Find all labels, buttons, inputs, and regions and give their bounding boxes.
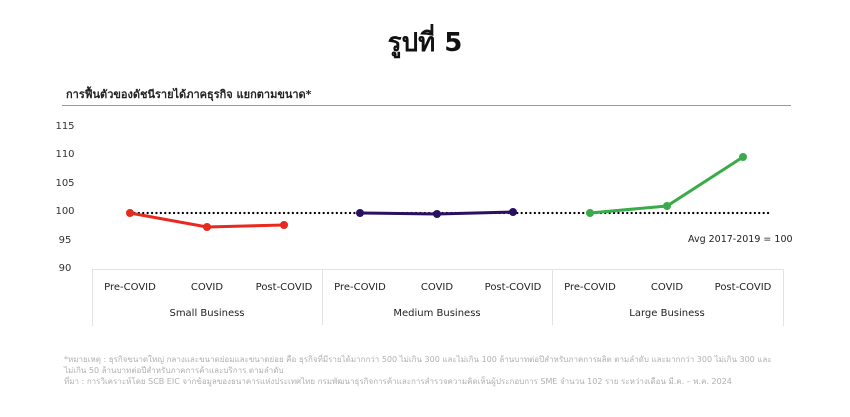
x-label-medium-covid: COVID: [420, 282, 454, 293]
x-label-medium-pre: Pre-COVID: [334, 282, 386, 293]
y-tick-95: 95: [58, 235, 72, 246]
y-tick-105: 105: [55, 178, 75, 189]
footnote-line-1: *หมายเหตุ : ธุรกิจขนาดใหญ่ กลางและขนาดย่…: [64, 355, 772, 364]
title-divider: [62, 105, 791, 106]
data-point: [509, 208, 517, 216]
x-label-small-post: Post-COVID: [255, 282, 313, 293]
series-small-business: [126, 209, 288, 231]
footnote-line-2: ไม่เกิน 50 ล้านบาทต่อปีสำหรับภาคการค้าแล…: [64, 366, 284, 375]
series-medium-business: [356, 208, 517, 218]
source-line: ที่มา : การวิเคราะห์โดย SCB EIC จากข้อมู…: [64, 377, 732, 386]
y-tick-90: 90: [58, 263, 72, 274]
data-point: [356, 209, 364, 217]
x-group-separator: [552, 269, 553, 325]
data-point: [739, 153, 747, 161]
x-label-large-post: Post-COVID: [714, 282, 772, 293]
x-group-separator: [322, 269, 323, 325]
chart-title: การฟื้นตัวของดัชนีรายได้ภาคธุรกิจ แยกตาม…: [66, 88, 312, 101]
x-axis-grid: [92, 269, 784, 326]
y-tick-100: 100: [55, 206, 75, 217]
data-point: [433, 210, 441, 218]
data-point: [663, 202, 671, 210]
data-point: [126, 209, 134, 217]
x-label-medium-post: Post-COVID: [484, 282, 542, 293]
group-label-large: Large Business: [629, 308, 705, 319]
y-tick-110: 110: [55, 149, 75, 160]
series-large-business: [586, 153, 747, 217]
data-point: [280, 221, 288, 229]
figure-title: รูปที่ 5: [387, 28, 463, 58]
data-point: [586, 209, 594, 217]
group-label-medium: Medium Business: [393, 308, 481, 319]
data-point: [203, 223, 211, 231]
x-label-small-covid: COVID: [190, 282, 224, 293]
x-label-large-pre: Pre-COVID: [564, 282, 616, 293]
y-tick-115: 115: [55, 121, 75, 132]
group-label-small: Small Business: [169, 308, 245, 319]
x-label-large-covid: COVID: [650, 282, 684, 293]
reference-annotation: Avg 2017-2019 = 100: [688, 234, 793, 245]
x-label-small-pre: Pre-COVID: [104, 282, 156, 293]
